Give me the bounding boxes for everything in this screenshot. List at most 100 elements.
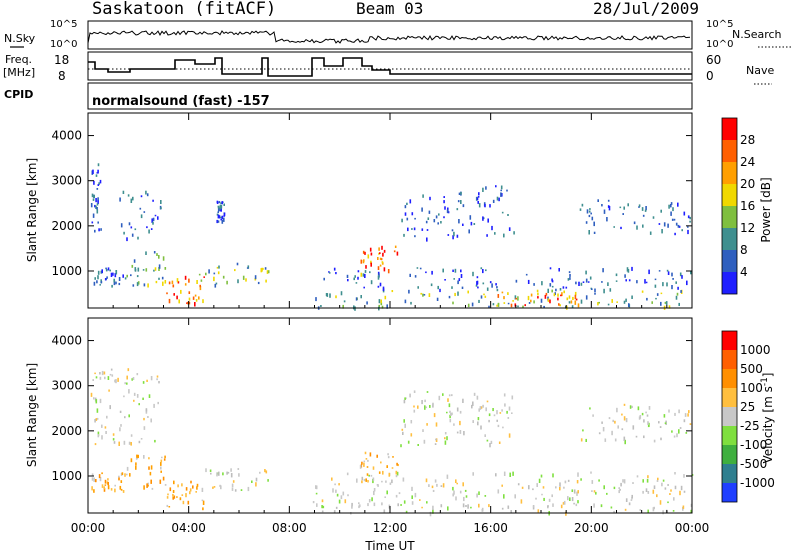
echo-cell xyxy=(676,433,678,438)
colorbar-tick-label: 500 xyxy=(740,362,763,376)
echo-cell xyxy=(458,192,461,195)
echo-cell xyxy=(432,509,434,514)
echo-cell xyxy=(459,490,462,494)
echo-cell xyxy=(549,267,552,270)
echo-cell xyxy=(560,504,563,509)
echo-cell xyxy=(419,267,422,270)
colorbar-segment xyxy=(722,464,737,483)
echo-cell xyxy=(489,281,492,284)
echo-cell xyxy=(143,455,145,459)
echo-cell xyxy=(603,209,606,214)
velocity-y-axis: 1000 2000 3000 4000 xyxy=(51,334,692,483)
echo-cell xyxy=(478,408,480,412)
echo-cell xyxy=(377,285,380,288)
echo-cell xyxy=(631,295,633,299)
echo-cell xyxy=(335,489,337,493)
echo-cell xyxy=(684,413,687,417)
echo-cell xyxy=(155,280,158,284)
echo-cell xyxy=(205,468,207,473)
echo-cell xyxy=(95,479,97,483)
echo-cell xyxy=(563,500,566,505)
echo-cell xyxy=(187,500,190,505)
echo-cell xyxy=(547,298,550,302)
echo-cell xyxy=(532,488,534,491)
echo-cell xyxy=(217,271,220,275)
echo-cell xyxy=(355,282,358,284)
echo-cell xyxy=(661,229,663,234)
echo-cell xyxy=(382,286,385,291)
echo-cell xyxy=(404,397,406,400)
echo-cell xyxy=(134,228,137,231)
echo-cell xyxy=(625,279,627,282)
echo-cell xyxy=(503,494,505,499)
echo-cell xyxy=(113,280,116,286)
echo-cell xyxy=(147,482,149,485)
echo-cell xyxy=(214,283,217,288)
echo-cell xyxy=(410,301,412,305)
velocity-colorbar: 1000 500 100 25 -25 -100 -500 -1000 xyxy=(721,330,775,503)
echo-cell xyxy=(497,424,500,428)
echo-cell xyxy=(551,285,554,288)
echo-cell xyxy=(540,298,543,303)
echo-cell xyxy=(663,414,666,418)
echo-cell xyxy=(623,300,626,304)
y-tick-label: 4000 xyxy=(51,129,82,143)
echo-cell xyxy=(231,487,234,491)
echo-cell xyxy=(97,200,99,204)
echo-cell xyxy=(678,429,680,434)
echo-cell xyxy=(675,295,678,300)
echo-cell xyxy=(608,417,611,420)
echo-cell xyxy=(484,203,486,208)
echo-cell xyxy=(321,499,324,503)
echo-cell xyxy=(312,501,315,504)
echo-cell xyxy=(140,438,143,440)
echo-cell xyxy=(425,478,428,483)
echo-cell xyxy=(460,200,462,204)
echo-cell xyxy=(131,378,133,381)
echo-cell xyxy=(198,296,200,300)
echo-cell xyxy=(491,283,493,288)
colorbar-tick-label: 8 xyxy=(740,243,748,257)
echo-cell xyxy=(130,198,133,203)
echo-cell xyxy=(342,304,344,309)
echo-cell xyxy=(616,407,618,413)
echo-cell xyxy=(659,426,662,428)
echo-cell xyxy=(380,461,382,464)
echo-cell xyxy=(432,489,435,492)
echo-cell xyxy=(621,428,624,431)
echo-cell xyxy=(654,284,657,288)
echo-cell xyxy=(103,371,106,375)
echo-cell xyxy=(465,495,468,498)
echo-cell xyxy=(107,376,110,380)
echo-cell xyxy=(414,492,417,498)
echo-cell xyxy=(123,395,125,398)
echo-cell xyxy=(658,270,661,272)
echo-cell xyxy=(315,492,318,495)
echo-cell xyxy=(154,267,157,271)
velocity-colorbar-label: Velocity [m s-1] xyxy=(760,373,775,464)
y-tick-label: 1000 xyxy=(51,469,82,483)
echo-cell xyxy=(381,305,384,309)
echo-cell xyxy=(126,466,129,471)
echo-cell xyxy=(625,418,628,423)
echo-cell xyxy=(377,266,380,270)
echo-cell xyxy=(146,193,149,197)
echo-cell xyxy=(188,291,191,294)
echo-cell xyxy=(145,268,148,272)
echo-cell xyxy=(381,480,383,483)
x-tick-label: 00:00 xyxy=(675,521,710,535)
echo-cell xyxy=(401,218,403,223)
echo-cell xyxy=(504,403,506,407)
echo-cell xyxy=(370,474,373,477)
echo-cell xyxy=(447,211,450,214)
echo-cell xyxy=(192,485,194,489)
echo-cell xyxy=(126,274,128,278)
echo-cell xyxy=(378,471,381,474)
echo-cell xyxy=(105,431,107,434)
echo-cell xyxy=(264,469,266,473)
station-title: Saskatoon (fitACF) xyxy=(92,0,276,19)
echo-cell xyxy=(645,281,648,284)
echo-cell xyxy=(370,262,372,267)
echo-cell xyxy=(451,412,453,416)
echo-cell xyxy=(455,479,457,483)
